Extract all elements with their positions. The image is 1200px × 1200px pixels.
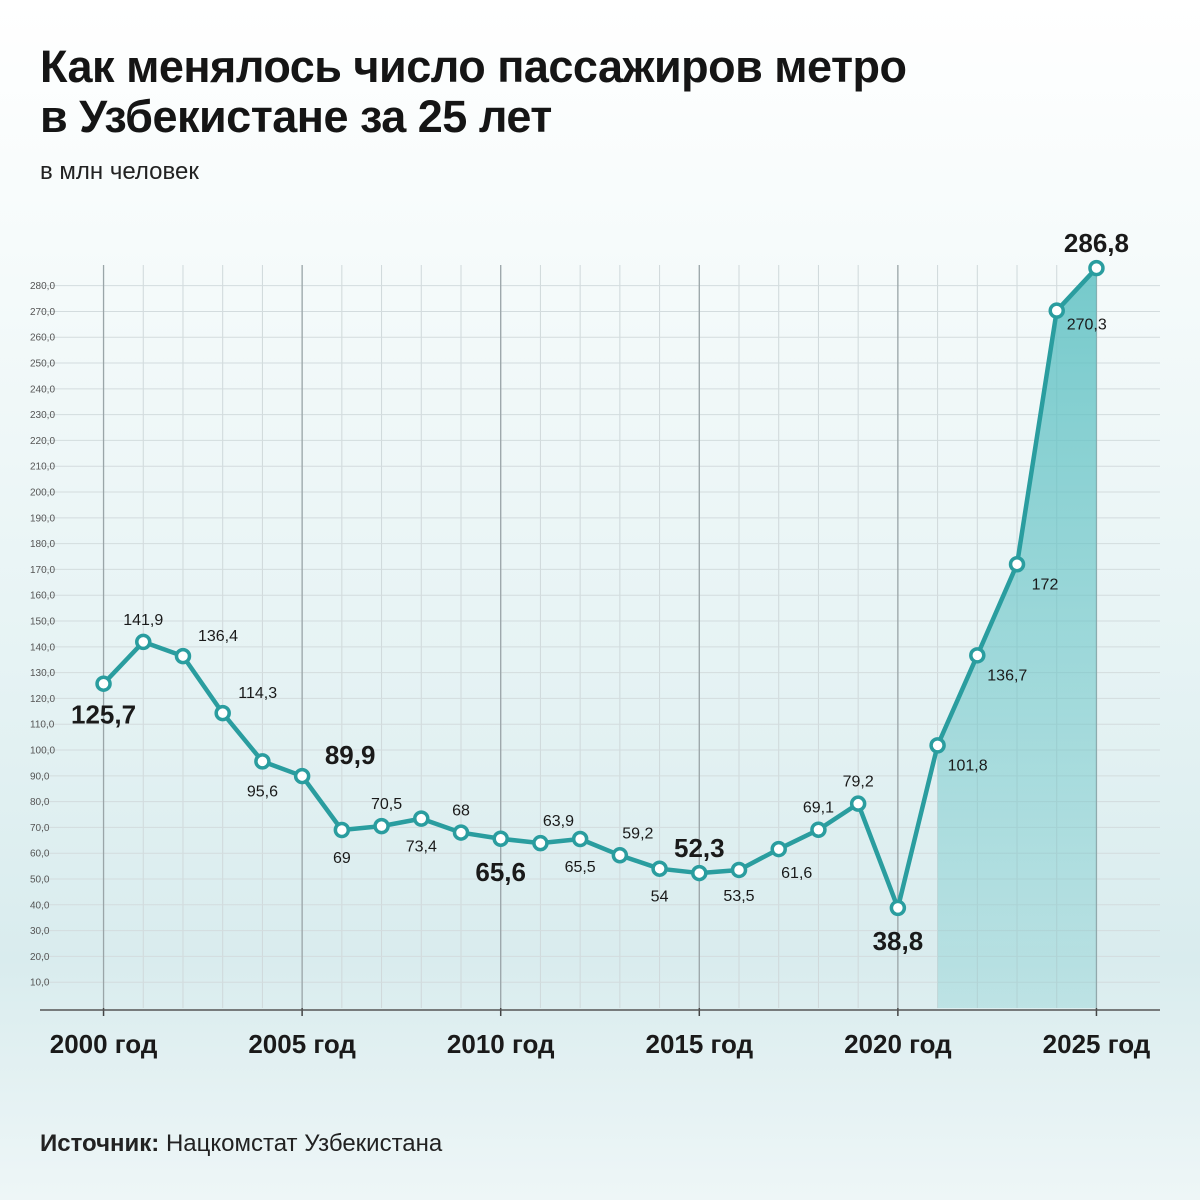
y-tick-label: 270,0	[30, 307, 55, 318]
y-tick-label: 70,0	[30, 823, 50, 834]
x-tick-label: 2000 год	[50, 1029, 158, 1059]
marker	[810, 821, 827, 838]
value-label: 69,1	[803, 800, 834, 817]
source: Источник: Нацкомстат Узбекистана	[40, 1130, 442, 1158]
value-label: 53,5	[723, 888, 754, 905]
y-tick-label: 200,0	[30, 488, 55, 499]
marker	[849, 795, 867, 812]
value-label: 125,7	[71, 700, 136, 730]
source-label: Источник:	[40, 1130, 160, 1157]
marker	[770, 840, 787, 858]
marker	[889, 899, 907, 917]
y-tick-label: 40,0	[30, 900, 50, 911]
y-tick-label: 80,0	[30, 797, 50, 808]
y-tick-label: 230,0	[30, 410, 55, 421]
marker	[969, 647, 986, 664]
marker	[373, 817, 390, 835]
y-tick-label: 30,0	[30, 926, 50, 937]
value-label: 172	[1032, 576, 1059, 593]
x-tick-label: 2020 год	[844, 1029, 952, 1059]
marker	[929, 737, 946, 754]
marker	[611, 847, 629, 864]
value-label: 114,3	[238, 685, 277, 702]
value-label: 286,8	[1064, 228, 1129, 258]
marker	[214, 704, 231, 722]
marker	[651, 860, 668, 877]
marker	[492, 830, 509, 848]
x-tick-label: 2005 год	[248, 1029, 356, 1059]
x-tick-label: 2010 год	[447, 1029, 555, 1059]
value-label: 73,4	[406, 839, 437, 856]
value-label: 270,3	[1067, 317, 1107, 334]
value-label: 63,9	[543, 813, 574, 830]
y-tick-label: 110,0	[30, 720, 55, 731]
y-tick-label: 220,0	[30, 436, 55, 447]
value-label: 68	[452, 803, 470, 820]
value-label: 95,6	[247, 783, 278, 800]
y-tick-label: 210,0	[30, 462, 55, 473]
y-tick-label: 120,0	[30, 694, 55, 705]
value-label: 65,6	[475, 857, 526, 887]
value-label: 136,7	[987, 667, 1027, 684]
marker	[1088, 259, 1105, 277]
source-text: Нацкомстат Узбекистана	[165, 1130, 443, 1157]
marker	[1048, 302, 1065, 319]
y-tick-label: 180,0	[30, 539, 55, 550]
y-tick-label: 100,0	[30, 746, 55, 757]
marker	[1008, 556, 1026, 573]
y-tick-label: 20,0	[30, 952, 50, 963]
y-tick-label: 130,0	[30, 668, 55, 679]
y-tick-label: 280,0	[30, 281, 55, 292]
y-tick-label: 260,0	[30, 333, 55, 344]
marker	[452, 824, 470, 841]
marker	[691, 864, 708, 882]
value-label: 59,2	[622, 825, 653, 842]
value-label: 52,3	[674, 833, 725, 863]
marker	[293, 767, 311, 785]
value-label: 65,5	[565, 859, 596, 876]
marker	[174, 647, 192, 665]
y-tick-label: 10,0	[30, 978, 50, 989]
value-label: 89,9	[325, 740, 376, 770]
marker	[730, 861, 748, 879]
y-tick-label: 190,0	[30, 513, 55, 524]
y-tick-label: 160,0	[30, 591, 55, 602]
y-tick-label: 140,0	[30, 642, 55, 653]
marker	[571, 830, 589, 848]
marker	[532, 834, 549, 852]
y-tick-label: 60,0	[30, 849, 50, 860]
x-tick-label: 2025 год	[1043, 1029, 1151, 1059]
value-label: 79,2	[843, 774, 874, 791]
area	[937, 268, 1097, 1008]
y-tick-label: 90,0	[30, 771, 50, 782]
value-label: 69	[333, 850, 351, 867]
chart-title: Как менялось число пассажиров метро в Уз…	[40, 41, 907, 142]
value-label: 61,6	[781, 865, 812, 882]
y-tick-label: 50,0	[30, 875, 50, 886]
value-label: 54	[651, 889, 669, 906]
x-tick-label: 2015 год	[645, 1029, 753, 1059]
value-label: 38,8	[873, 926, 924, 956]
value-label: 136,4	[198, 628, 238, 645]
value-label: 101,8	[948, 757, 988, 774]
chart-subtitle: в млн человек	[40, 158, 199, 185]
y-tick-label: 250,0	[30, 359, 55, 370]
value-label: 141,9	[123, 612, 163, 629]
y-tick-label: 170,0	[30, 565, 55, 576]
marker	[333, 821, 351, 839]
y-tick-label: 150,0	[30, 617, 55, 628]
marker	[135, 633, 152, 651]
value-label: 70,5	[371, 796, 402, 813]
y-tick-label: 240,0	[30, 384, 55, 395]
marker	[95, 675, 112, 692]
marker	[413, 810, 430, 827]
marker	[254, 753, 271, 770]
